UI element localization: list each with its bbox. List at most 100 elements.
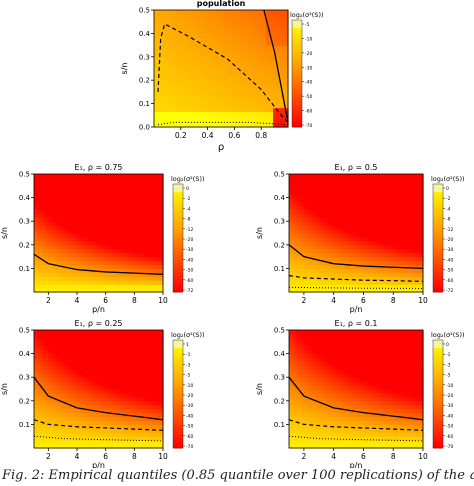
heatmap-cell <box>292 416 298 422</box>
heatmap-cell <box>254 64 259 70</box>
heatmap-cell <box>145 268 150 273</box>
heatmap-cell <box>102 389 107 394</box>
heatmap-cell <box>159 440 164 445</box>
heatmap-cell <box>348 252 353 258</box>
heatmap-cell <box>98 197 103 203</box>
heatmap-cell <box>157 88 163 93</box>
heatmap-cell <box>363 221 368 226</box>
heatmap-cell <box>303 233 309 238</box>
heatmap-cell <box>378 217 383 222</box>
heatmap-cell <box>209 115 215 120</box>
heatmap-cell <box>198 64 203 70</box>
heatmap-cell <box>202 56 207 62</box>
heatmap-cell <box>318 185 324 191</box>
heatmap-cell <box>87 404 92 410</box>
heatmap-cell <box>265 76 270 81</box>
colorbar-band <box>292 78 302 83</box>
heatmap-cell <box>155 400 161 406</box>
heatmap-cell <box>91 330 96 335</box>
heatmap-cell <box>123 284 128 289</box>
colorbar-title: log₂(σ²(S)) <box>431 175 465 183</box>
heatmap-cell <box>41 236 46 242</box>
heatmap-cell <box>243 123 248 128</box>
heatmap-cell <box>235 68 241 73</box>
heatmap-cell <box>269 17 274 23</box>
heatmap-cell <box>145 248 150 254</box>
heatmap-cell <box>318 361 324 366</box>
heatmap-cell <box>254 13 259 19</box>
heatmap-cell <box>91 412 96 418</box>
heatmap-cell <box>404 244 409 250</box>
heatmap-cell <box>41 280 46 285</box>
heatmap-cell <box>62 373 67 378</box>
heatmap-cell <box>77 428 82 433</box>
heatmap-cell <box>322 420 327 425</box>
heatmap-cell <box>137 233 143 238</box>
heatmap-cell <box>292 377 298 382</box>
heatmap-cell <box>152 177 157 183</box>
heatmap-cell <box>341 240 346 246</box>
heatmap-cell <box>243 76 248 81</box>
heatmap-cell <box>187 13 192 19</box>
heatmap-cell <box>59 201 64 207</box>
heatmap-cell <box>41 357 46 363</box>
heatmap-cell <box>120 396 125 402</box>
heatmap-cell <box>269 41 274 46</box>
heatmap-cell <box>77 225 82 230</box>
heatmap-cell <box>180 115 185 120</box>
heatmap-cell <box>228 25 233 31</box>
heatmap-cell <box>344 217 350 222</box>
heatmap-cell <box>94 181 100 187</box>
heatmap-cell <box>102 412 107 418</box>
heatmap-cell <box>307 260 312 266</box>
heatmap-cell <box>292 444 298 449</box>
heatmap-cell <box>87 205 92 210</box>
heatmap-cell <box>276 103 282 109</box>
heatmap-cell <box>348 240 353 246</box>
heatmap-cell <box>37 284 42 289</box>
heatmap-cell <box>137 357 143 363</box>
heatmap-cell <box>400 236 405 242</box>
heatmap-cell <box>239 21 244 27</box>
heatmap-cell <box>344 213 350 218</box>
heatmap-cell <box>385 280 391 285</box>
heatmap-cell <box>389 177 394 183</box>
heatmap-cell <box>344 280 350 285</box>
heatmap-cell <box>84 420 89 425</box>
heatmap-cell <box>348 260 353 266</box>
heatmap-cell <box>408 260 413 266</box>
heatmap-cell <box>120 209 125 214</box>
heatmap-cell <box>180 56 185 62</box>
heatmap-cell <box>284 33 289 38</box>
heatmap-cell <box>148 221 153 226</box>
heatmap-cells <box>34 174 164 293</box>
heatmap-cell <box>41 373 46 378</box>
heatmap-cell <box>284 52 289 58</box>
heatmap-cell <box>44 330 49 335</box>
heatmap-cell <box>73 197 78 203</box>
heatmap-cell <box>105 408 110 414</box>
heatmap-cell <box>80 189 85 195</box>
heatmap-cell <box>112 233 118 238</box>
heatmap-cell <box>289 229 294 234</box>
heatmap-cell <box>221 10 226 15</box>
heatmap-cell <box>34 248 39 254</box>
heatmap-cell <box>239 45 244 50</box>
heatmap-cell <box>155 193 161 199</box>
heatmap-cell <box>59 357 64 363</box>
heatmap-cell <box>155 205 161 210</box>
heatmap-cell <box>159 385 164 390</box>
heatmap-cell <box>123 349 128 355</box>
heatmap-cell <box>116 357 121 363</box>
heatmap-cell <box>80 389 85 394</box>
heatmap-cell <box>98 373 103 378</box>
heatmap-cell <box>300 412 305 418</box>
heatmap-cell <box>145 444 150 449</box>
heatmap-cell <box>296 177 301 183</box>
heatmap-cell <box>127 240 132 246</box>
heatmap-cell <box>333 197 338 203</box>
heatmap-cell <box>404 185 409 191</box>
heatmap-cell <box>228 29 233 34</box>
heatmap-cell <box>87 185 92 191</box>
heatmap-cell <box>51 432 57 437</box>
